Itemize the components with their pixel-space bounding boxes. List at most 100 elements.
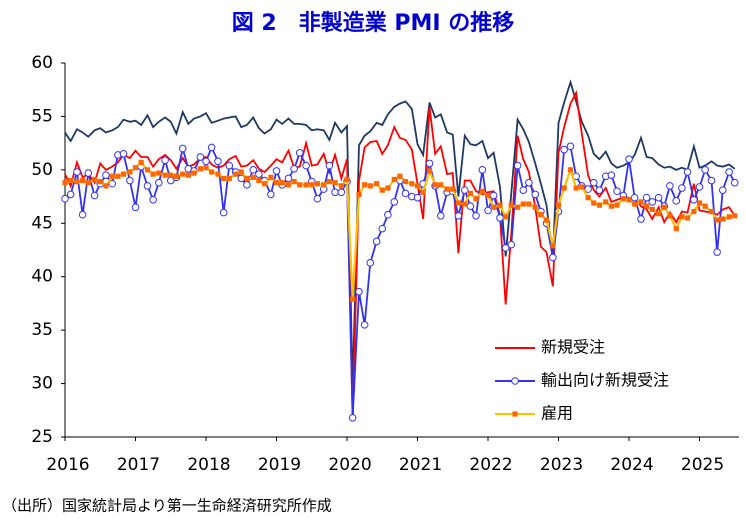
point-marker bbox=[109, 173, 115, 179]
point-marker bbox=[131, 203, 140, 212]
point-marker bbox=[379, 187, 385, 193]
point-marker bbox=[233, 171, 239, 177]
point-marker bbox=[244, 175, 250, 182]
point-marker bbox=[74, 179, 80, 185]
point-marker bbox=[538, 212, 544, 218]
point-marker bbox=[214, 157, 222, 166]
point-marker bbox=[321, 182, 327, 188]
point-marker bbox=[603, 199, 609, 205]
point-marker bbox=[543, 217, 550, 223]
point-marker bbox=[221, 175, 227, 182]
point-marker bbox=[579, 184, 585, 190]
point-marker bbox=[325, 161, 334, 170]
point-marker bbox=[638, 199, 644, 205]
point-marker bbox=[267, 190, 275, 199]
point-marker bbox=[85, 180, 91, 186]
point-marker bbox=[272, 167, 281, 175]
point-marker bbox=[620, 196, 626, 202]
point-marker bbox=[90, 191, 99, 200]
point-marker bbox=[80, 177, 86, 184]
point-marker bbox=[690, 195, 698, 204]
point-marker bbox=[691, 208, 697, 215]
point-marker bbox=[467, 190, 473, 196]
point-marker bbox=[355, 287, 363, 296]
point-marker bbox=[450, 186, 456, 192]
point-marker bbox=[444, 186, 450, 192]
point-marker bbox=[426, 168, 433, 174]
point-marker bbox=[667, 213, 673, 219]
point-marker bbox=[532, 204, 538, 210]
point-marker bbox=[648, 198, 657, 206]
legend-marker bbox=[511, 377, 519, 385]
point-marker bbox=[630, 193, 639, 202]
point-marker bbox=[391, 176, 397, 183]
point-marker bbox=[725, 168, 733, 176]
point-marker bbox=[608, 203, 614, 209]
point-marker bbox=[720, 216, 726, 222]
point-marker bbox=[102, 171, 110, 179]
point-marker bbox=[209, 169, 215, 175]
point-marker bbox=[295, 148, 304, 157]
point-marker bbox=[567, 167, 574, 173]
point-marker bbox=[331, 188, 339, 197]
point-marker bbox=[120, 171, 127, 177]
point-marker bbox=[256, 177, 262, 184]
point-marker bbox=[402, 179, 409, 185]
point-marker bbox=[401, 189, 410, 198]
point-marker bbox=[661, 204, 667, 210]
legend-label: 輸出向け新規受注 bbox=[541, 371, 669, 390]
point-marker bbox=[367, 183, 373, 189]
point-marker bbox=[243, 181, 251, 189]
point-marker bbox=[714, 217, 720, 223]
point-marker bbox=[268, 174, 274, 180]
point-marker bbox=[708, 208, 715, 215]
y-tick-label: 35 bbox=[31, 320, 53, 340]
point-marker bbox=[683, 168, 692, 176]
x-tick-label: 2022 bbox=[469, 455, 512, 475]
point-marker bbox=[297, 182, 303, 188]
point-marker bbox=[472, 212, 480, 220]
point-marker bbox=[180, 171, 186, 177]
point-marker bbox=[366, 259, 375, 267]
point-marker bbox=[596, 202, 603, 208]
point-marker bbox=[489, 191, 498, 200]
point-marker bbox=[695, 183, 704, 191]
point-marker bbox=[466, 202, 475, 210]
point-marker bbox=[255, 170, 263, 178]
point-marker bbox=[84, 169, 93, 177]
point-marker bbox=[478, 166, 487, 174]
point-marker bbox=[503, 214, 509, 220]
point-marker bbox=[696, 200, 703, 206]
x-tick-label: 2025 bbox=[681, 455, 724, 475]
point-marker bbox=[390, 198, 399, 206]
point-marker bbox=[143, 182, 152, 190]
point-marker bbox=[385, 185, 391, 191]
point-marker bbox=[513, 161, 522, 170]
point-marker bbox=[92, 176, 98, 183]
point-marker bbox=[485, 192, 491, 199]
point-marker bbox=[484, 206, 492, 215]
point-marker bbox=[632, 201, 638, 207]
point-marker bbox=[425, 159, 434, 168]
legend-label: 雇用 bbox=[541, 404, 573, 423]
point-marker bbox=[285, 182, 292, 188]
point-marker bbox=[507, 240, 516, 249]
point-marker bbox=[161, 156, 169, 165]
point-marker bbox=[119, 150, 128, 158]
point-marker bbox=[560, 145, 568, 154]
point-marker bbox=[678, 184, 686, 192]
point-marker bbox=[497, 202, 503, 208]
point-marker bbox=[302, 161, 310, 170]
y-tick-label: 55 bbox=[31, 106, 53, 126]
point-marker bbox=[132, 165, 139, 171]
point-marker bbox=[397, 173, 403, 179]
point-marker bbox=[378, 224, 387, 233]
point-marker bbox=[384, 210, 392, 219]
point-marker bbox=[707, 176, 716, 185]
point-marker bbox=[555, 202, 562, 208]
point-marker bbox=[73, 168, 81, 176]
point-marker bbox=[413, 193, 422, 202]
point-marker bbox=[249, 166, 258, 174]
point-marker bbox=[684, 215, 691, 221]
